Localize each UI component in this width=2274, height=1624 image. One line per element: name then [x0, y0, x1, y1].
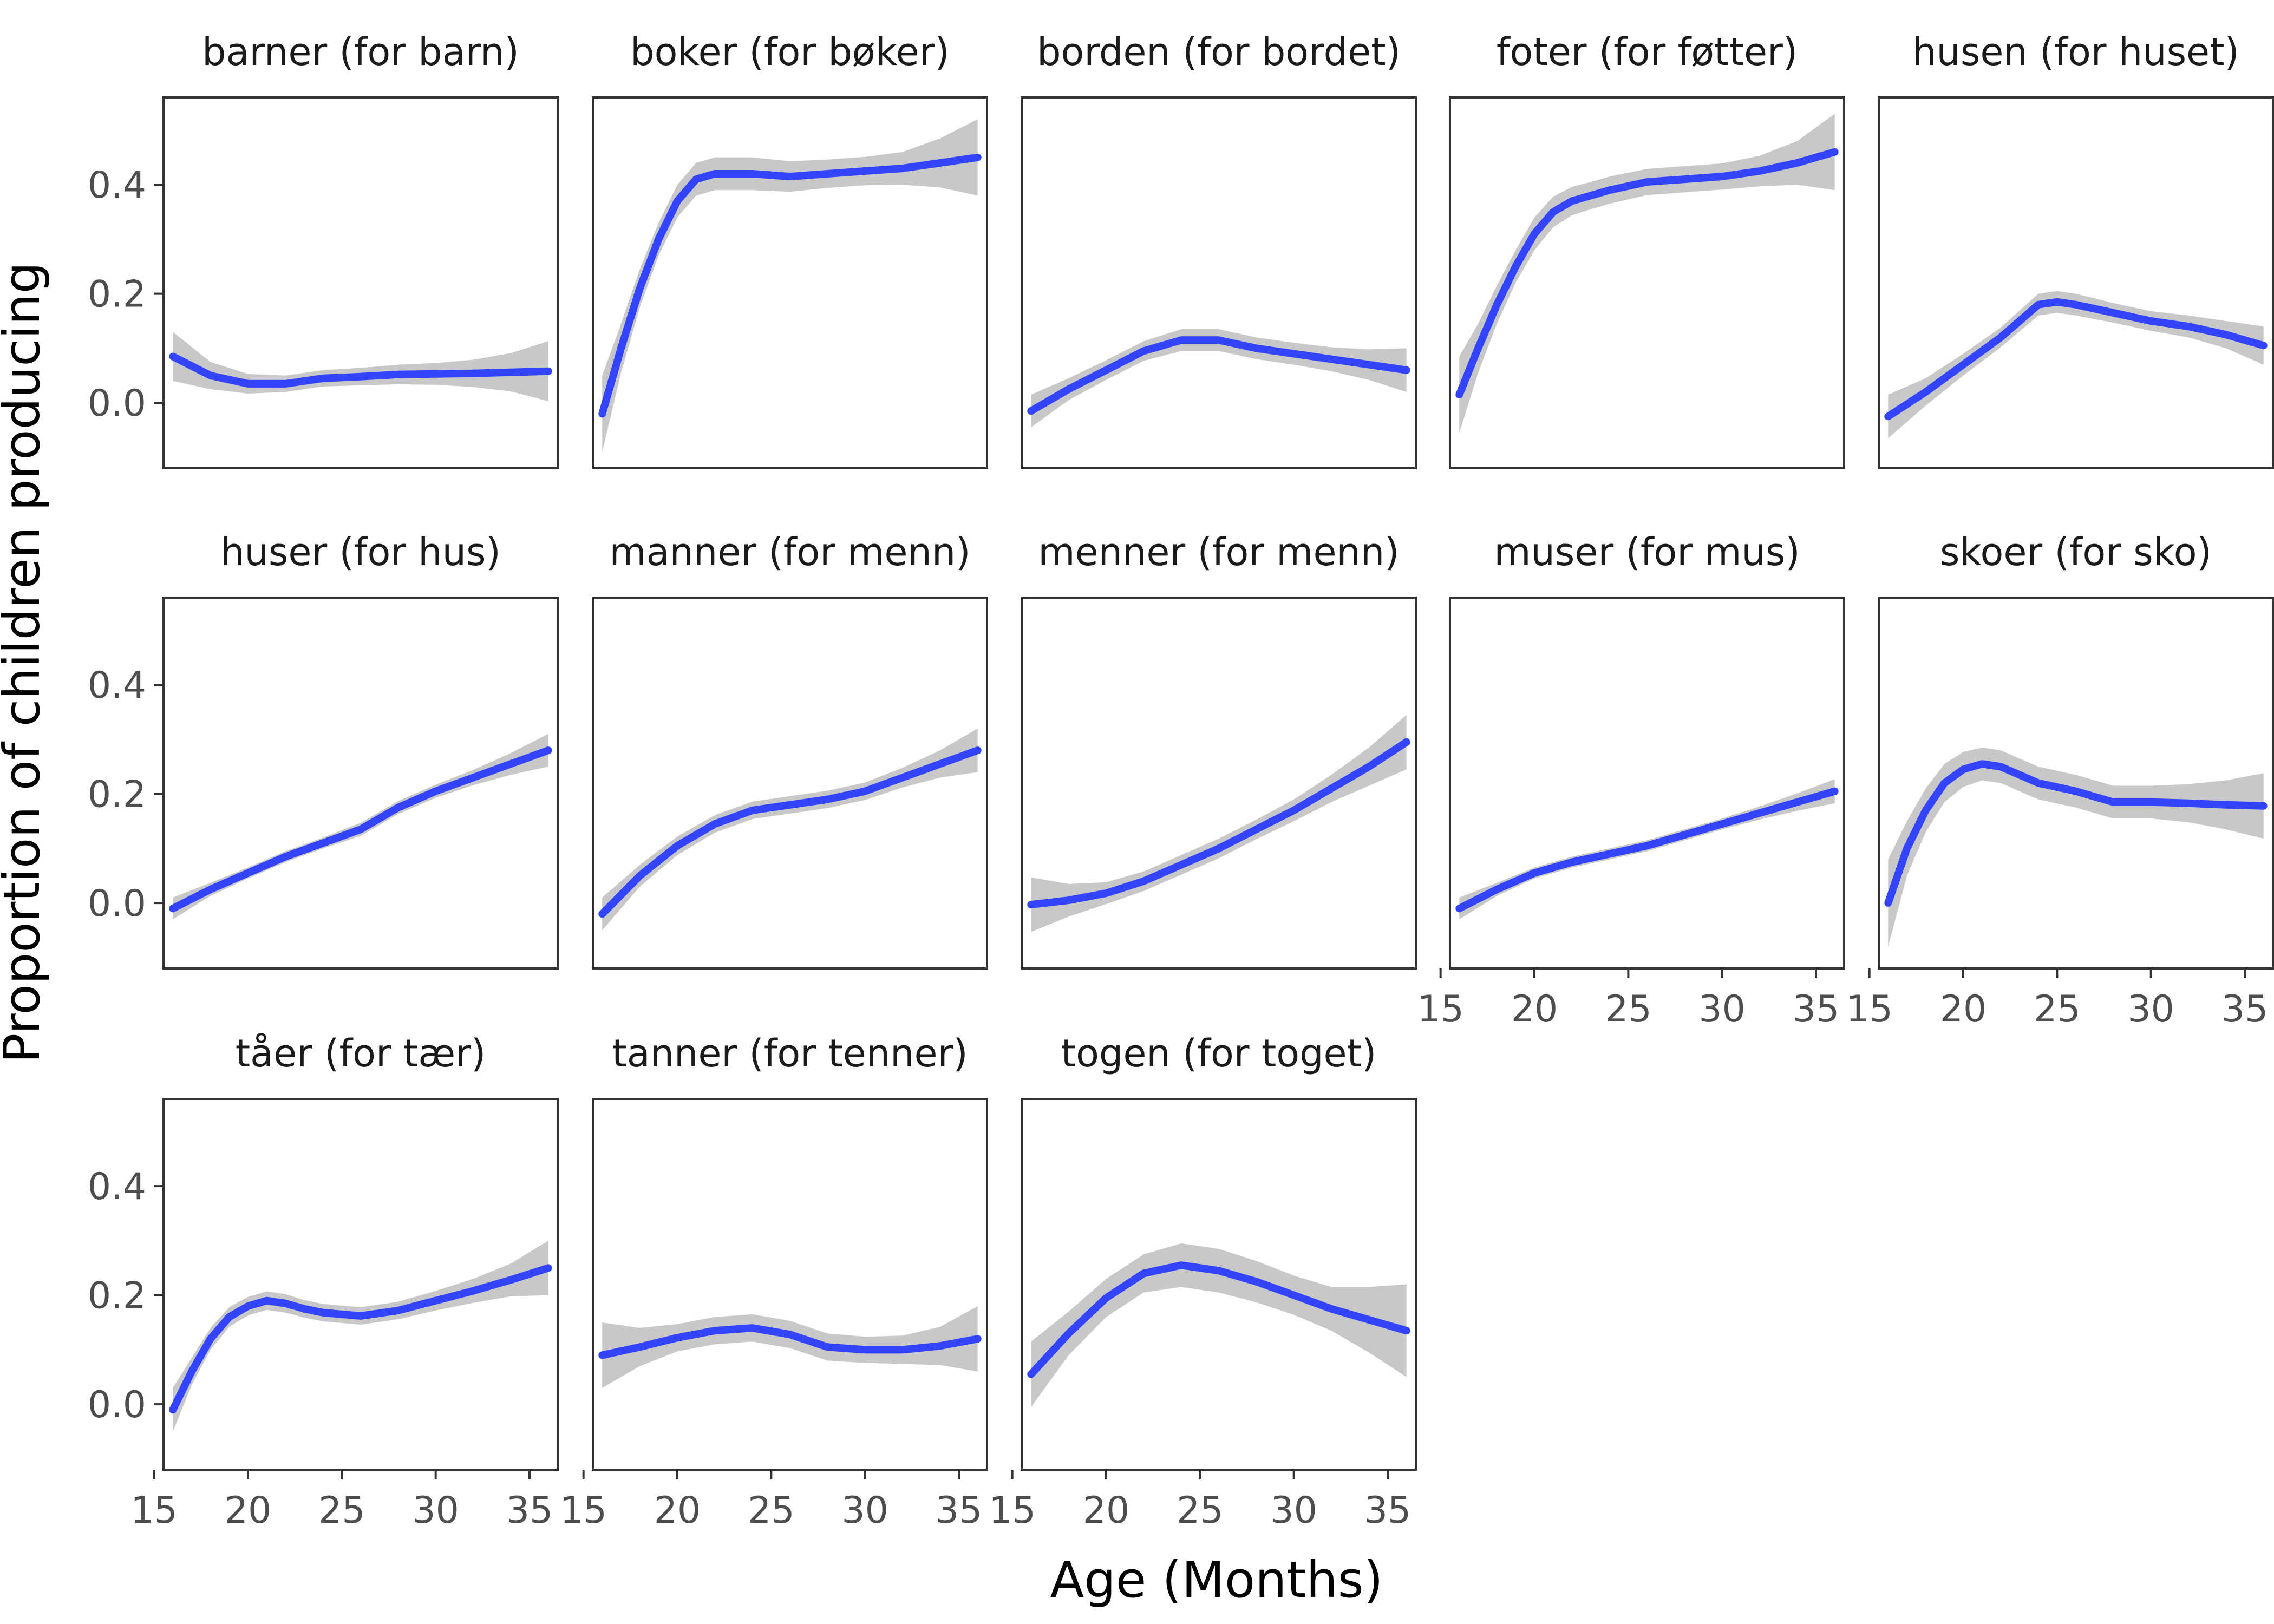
- panel-2: boker (for bøker): [592, 30, 988, 469]
- y-tick-label: 0.2: [88, 774, 146, 816]
- panel-title: muser (for mus): [1494, 530, 1800, 574]
- x-tick-label: 25: [1177, 1489, 1224, 1532]
- x-tick-label: 20: [654, 1489, 701, 1532]
- panel-title: tanner (for tenner): [612, 1031, 968, 1076]
- confidence-band: [1888, 748, 2264, 947]
- panel-frame: [592, 597, 988, 970]
- panel-title: barner (for barn): [202, 30, 519, 74]
- confidence-band: [173, 332, 548, 402]
- panel-title: skoer (for sko): [1940, 530, 2212, 574]
- panel-frame: [1021, 96, 1417, 469]
- panel-5: husen (for huset): [1878, 30, 2274, 469]
- panel-13: togen (for toget) 15 20 25 30 35: [989, 1031, 1417, 1532]
- panel-title: husen (for huset): [1912, 30, 2239, 74]
- panel-title: boker (for bøker): [630, 30, 950, 74]
- y-tick-label: 0.0: [88, 382, 146, 425]
- panel-12: tanner (for tenner) 15 20 25 30 35: [560, 1031, 988, 1532]
- confidence-band: [1888, 291, 2264, 438]
- x-tick-label: 30: [1270, 1489, 1317, 1532]
- y-tick-label: 0.4: [88, 1165, 146, 1208]
- panel-frame: [1021, 1098, 1417, 1471]
- panel-frame: [162, 96, 559, 469]
- panel-9: muser (for mus) 15 20 25 30 35: [1417, 530, 1845, 1031]
- x-tick-label: 25: [318, 1489, 365, 1532]
- confidence-band: [1031, 715, 1407, 932]
- panel-title: huser (for hus): [220, 530, 501, 574]
- x-tick-label: 30: [2127, 988, 2174, 1031]
- panel-frame: [1878, 96, 2274, 469]
- series-line: [1455, 787, 1839, 913]
- panel-title: borden (for bordet): [1037, 30, 1401, 74]
- x-axis-title: Age (Months): [1050, 1551, 1383, 1609]
- panel-frame: [1449, 597, 1845, 970]
- series-line: [1884, 760, 2268, 907]
- x-tick-label: 35: [2221, 988, 2269, 1031]
- series-line: [598, 1324, 982, 1359]
- x-tick-label: 20: [1940, 988, 1987, 1031]
- panel-3: borden (for bordet): [1021, 30, 1417, 469]
- x-tick-label: 30: [841, 1489, 888, 1532]
- x-tick-label: 15: [989, 1489, 1036, 1532]
- series-line: [1027, 1261, 1410, 1378]
- confidence-band: [602, 1306, 978, 1388]
- panel-frame: [162, 597, 559, 970]
- series-line: [169, 746, 552, 913]
- x-tick-label: 30: [412, 1489, 459, 1532]
- x-tick-label: 25: [2034, 988, 2081, 1031]
- series-line: [169, 1264, 552, 1414]
- panel-title: tåer (for tær): [236, 1031, 486, 1076]
- confidence-band: [602, 728, 978, 931]
- x-tick-label: 20: [1511, 988, 1558, 1031]
- panel-frame: [1449, 96, 1845, 469]
- x-tick-label: 20: [225, 1489, 272, 1532]
- x-tick-label: 25: [748, 1489, 795, 1532]
- y-tick-label: 0.0: [88, 882, 146, 925]
- series-line: [598, 746, 982, 918]
- series-line: [169, 352, 552, 388]
- x-tick-label: 20: [1083, 1489, 1130, 1532]
- y-axis-title: Proportion of children producing: [0, 262, 51, 1063]
- panel-8: menner (for menn): [1021, 530, 1417, 970]
- panel-title: menner (for menn): [1038, 530, 1399, 574]
- x-tick-label: 30: [1698, 988, 1746, 1031]
- y-tick-label: 0.2: [88, 273, 146, 316]
- x-tick-label: 35: [1364, 1489, 1412, 1532]
- x-tick-label: 25: [1605, 988, 1652, 1031]
- panel-11: tåer (for tær) 0.0 0.2 0.4 15 20 25 30 35: [88, 1031, 559, 1532]
- panel-title: togen (for toget): [1061, 1031, 1377, 1076]
- series-line: [1455, 148, 1839, 398]
- x-tick-label: 15: [560, 1489, 607, 1532]
- x-tick-label: 15: [130, 1489, 178, 1532]
- confidence-band: [173, 1240, 548, 1432]
- x-tick-label: 15: [1417, 988, 1464, 1031]
- x-tick-label: 15: [1846, 988, 1893, 1031]
- panel-frame: [1021, 597, 1417, 970]
- series-line: [1027, 336, 1410, 415]
- panel-frame: [162, 1098, 559, 1471]
- panels-layer: barner (for barn) 0.0 0.2 0.4 boker (for bøk…: [88, 30, 2274, 1532]
- x-tick-label: 35: [506, 1489, 553, 1532]
- x-tick-label: 35: [936, 1489, 983, 1532]
- panel-4: foter (for føtter): [1449, 30, 1845, 469]
- y-tick-label: 0.0: [88, 1384, 146, 1426]
- panel-frame: [1878, 597, 2274, 970]
- series-line: [598, 153, 982, 418]
- panel-title: foter (for føtter): [1497, 30, 1798, 74]
- panel-frame: [592, 1098, 988, 1471]
- y-tick-label: 0.4: [88, 664, 146, 707]
- panel-title: manner (for menn): [609, 530, 970, 574]
- panel-1: barner (for barn) 0.0 0.2 0.4: [88, 30, 559, 469]
- confidence-band: [602, 119, 978, 452]
- y-tick-label: 0.4: [88, 164, 146, 207]
- panel-frame: [592, 96, 988, 469]
- y-tick-label: 0.2: [88, 1275, 146, 1318]
- panel-6: huser (for hus) 0.0 0.2 0.4: [88, 530, 559, 970]
- panel-10: skoer (for sko) 15 20 25 30 35: [1846, 530, 2274, 1031]
- series-line: [1884, 298, 2268, 421]
- series-line: [1027, 738, 1410, 909]
- confidence-band: [1459, 114, 1835, 433]
- panel-7: manner (for menn): [592, 530, 988, 970]
- x-tick-label: 35: [1793, 988, 1840, 1031]
